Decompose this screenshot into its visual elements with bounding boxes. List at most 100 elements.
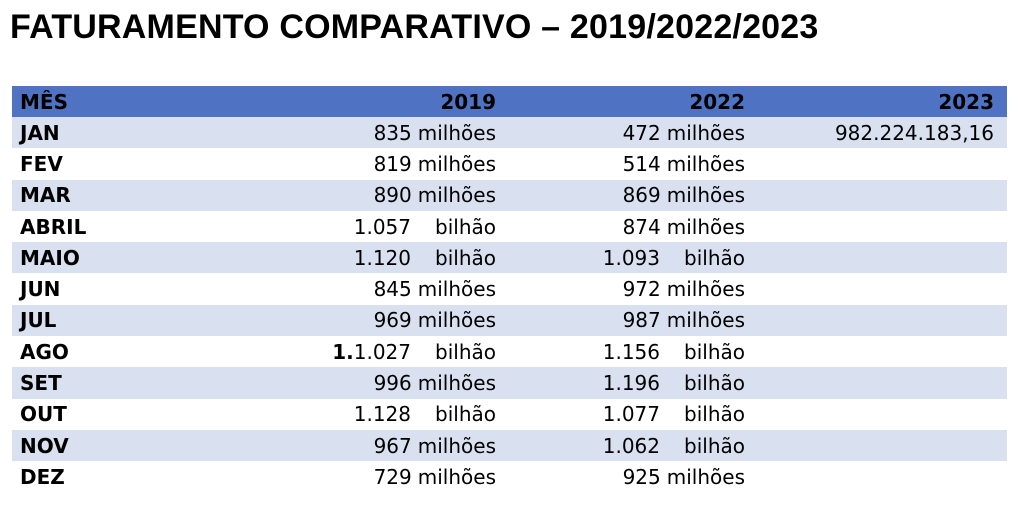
- value-number: 514: [622, 151, 661, 176]
- month-cell: DEZ: [20, 464, 65, 489]
- value-cell-2022: 925 milhões: [496, 465, 745, 489]
- month-cell: AGO: [20, 339, 69, 364]
- value-cell-2019: 890 milhões: [244, 183, 496, 207]
- value-cell-2022: 1.077 bilhão: [496, 402, 745, 426]
- value-unit: milhões: [666, 151, 745, 176]
- month-cell: SET: [20, 371, 62, 396]
- month-cell: JUL: [20, 308, 57, 333]
- revenue-table: MÊS 2019 2022 2023 JAN 835 milhões 472 milhõ…: [12, 86, 1007, 493]
- value-unit: bilhão: [435, 339, 496, 364]
- month-cell: ABRIL: [20, 214, 87, 239]
- value-cell-2019: 996 milhões: [244, 371, 496, 395]
- value-cell-2019: 835 milhões: [244, 121, 496, 145]
- month-cell: JAN: [20, 120, 60, 145]
- value-cell-2022: 1.093 bilhão: [496, 246, 745, 270]
- value-cell-2019: 729 milhões: [244, 465, 496, 489]
- table-row: JUL 969 milhões 987 milhões: [12, 304, 1007, 337]
- value-cell-2022: 514 milhões: [496, 152, 745, 176]
- value-number: 1.156: [602, 339, 661, 364]
- value-unit: bilhão: [684, 402, 745, 427]
- value-unit: milhões: [417, 277, 496, 302]
- value-number: 890: [373, 183, 412, 208]
- header-month: MÊS: [20, 89, 68, 114]
- value-unit: milhões: [666, 464, 745, 489]
- value-number: 1.196: [602, 371, 661, 396]
- table-row: AGO 1.1.027 bilhão 1.156 bilhão: [12, 336, 1007, 368]
- value-cell-2023: 982.224.183,16: [834, 120, 994, 145]
- value-unit: bilhão: [684, 371, 745, 396]
- value-number: 835: [373, 120, 412, 145]
- month-cell: MAR: [20, 183, 71, 208]
- month-cell: FEV: [20, 151, 63, 176]
- value-cell-2022: 1.196 bilhão: [496, 371, 745, 395]
- value-unit: milhões: [417, 433, 496, 458]
- value-number: 996: [373, 371, 412, 396]
- value-unit: milhões: [417, 464, 496, 489]
- table-body: JAN 835 milhões 472 milhões 982.224.183,16 FEV…: [12, 117, 1007, 493]
- table-row: JUN 845 milhões 972 milhões: [12, 273, 1007, 305]
- value-unit: bilhão: [435, 245, 496, 270]
- value-cell-2022: 869 milhões: [496, 183, 745, 207]
- table-row: MAIO 1.120 bilhão 1.093 bilhão: [12, 242, 1007, 274]
- value-cell-2019: 819 milhões: [244, 152, 496, 176]
- value-number: 729: [373, 464, 412, 489]
- value-cell-2019: 1.128 bilhão: [244, 402, 496, 426]
- value-unit: bilhão: [435, 214, 496, 239]
- value-number: 472: [622, 120, 661, 145]
- value-cell-2019: 1.057 bilhão: [244, 215, 496, 239]
- value-number: 845: [373, 277, 412, 302]
- value-cell-2022: 987 milhões: [496, 308, 745, 332]
- value-unit: milhões: [417, 308, 496, 333]
- value-unit: bilhão: [435, 402, 496, 427]
- value-number: 1.1.027: [332, 339, 412, 364]
- value-number: 1.128: [353, 402, 412, 427]
- value-number: 819: [373, 151, 412, 176]
- table-row: SET 996 milhões 1.196 bilhão: [12, 367, 1007, 399]
- value-unit: bilhão: [684, 245, 745, 270]
- value-unit: bilhão: [684, 339, 745, 364]
- table-row: MAR 890 milhões 869 milhões: [12, 179, 1007, 211]
- value-unit: milhões: [666, 214, 745, 239]
- value-unit: milhões: [666, 308, 745, 333]
- table-row: JAN 835 milhões 472 milhões 982.224.183,16: [12, 117, 1007, 149]
- value-number: 1.057: [353, 214, 412, 239]
- value-number: 1.120: [353, 245, 412, 270]
- value-cell-2019: 845 milhões: [244, 277, 496, 301]
- value-number: 1.077: [602, 402, 661, 427]
- value-number: 925: [622, 464, 661, 489]
- value-cell-2022: 1.156 bilhão: [496, 340, 745, 364]
- value-number: 969: [373, 308, 412, 333]
- value-unit: milhões: [417, 120, 496, 145]
- header-2023: 2023: [938, 89, 994, 114]
- value-unit: bilhão: [684, 433, 745, 458]
- month-cell: MAIO: [20, 245, 80, 270]
- value-number: 967: [373, 433, 412, 458]
- value-number: 987: [622, 308, 661, 333]
- value-number: 1.093: [602, 245, 661, 270]
- table-header-row: MÊS 2019 2022 2023: [12, 86, 1007, 117]
- value-cell-2022: 1.062 bilhão: [496, 434, 745, 458]
- month-cell: OUT: [20, 402, 67, 427]
- header-2022: 2022: [689, 89, 745, 114]
- header-2019: 2019: [440, 89, 496, 114]
- value-number: 869: [622, 183, 661, 208]
- value-unit: milhões: [417, 371, 496, 396]
- table-row: NOV 967 milhões 1.062 bilhão: [12, 429, 1007, 462]
- value-number: 874: [622, 214, 661, 239]
- table-row: DEZ 729 milhões 925 milhões: [12, 461, 1007, 493]
- table-row: ABRIL 1.057 bilhão 874 milhões: [12, 210, 1007, 243]
- value-cell-2022: 472 milhões: [496, 121, 745, 145]
- table-row: OUT 1.128 bilhão 1.077 bilhão: [12, 398, 1007, 430]
- month-cell: NOV: [20, 433, 69, 458]
- value-unit: milhões: [417, 183, 496, 208]
- value-cell-2019: 967 milhões: [244, 434, 496, 458]
- value-unit: milhões: [666, 277, 745, 302]
- value-cell-2019: 969 milhões: [244, 308, 496, 332]
- value-unit: milhões: [666, 120, 745, 145]
- value-cell-2019: 1.120 bilhão: [244, 246, 496, 270]
- value-unit: milhões: [417, 151, 496, 176]
- table-row: FEV 819 milhões 514 milhões: [12, 148, 1007, 180]
- month-cell: JUN: [20, 277, 61, 302]
- value-number: 972: [622, 277, 661, 302]
- value-unit: milhões: [666, 183, 745, 208]
